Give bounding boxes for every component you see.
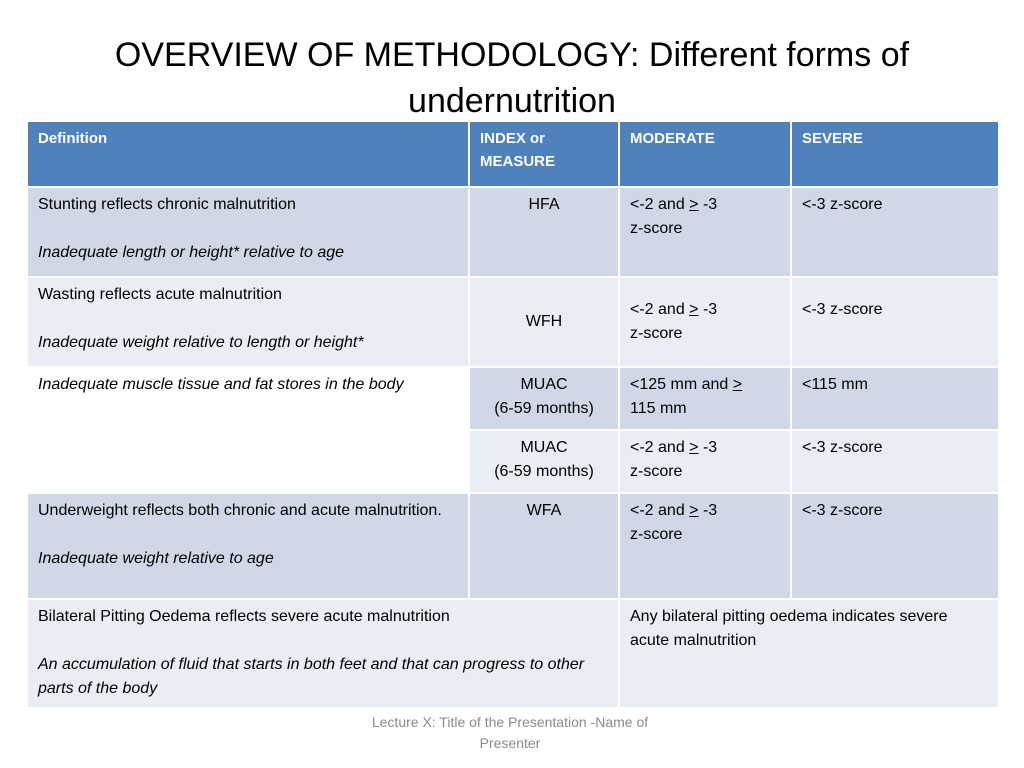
underweight-definition-cell: Underweight reflects both chronic and ac… [26, 492, 470, 600]
muac-definition-cell: Inadequate muscle tissue and fat stores … [26, 366, 470, 494]
muac-moderate-1: <125 mm and >115 mm [618, 366, 792, 431]
underweight-detail: Inadequate weight relative to age [38, 550, 274, 567]
undernutrition-table: Definition INDEX or MEASURE MODERATE SEV… [26, 120, 1000, 709]
oedema-classification: Any bilateral pitting oedema indicates s… [618, 598, 1000, 709]
table-row-stunting: Stunting reflects chronic malnutrition I… [26, 186, 1000, 278]
table-row-oedema: Bilateral Pitting Oedema reflects severe… [26, 598, 1000, 709]
table-row-muac-1: Inadequate muscle tissue and fat stores … [26, 366, 1000, 494]
underweight-severe: <-3 z-score [790, 492, 1000, 600]
oedema-definition-cell: Bilateral Pitting Oedema reflects severe… [26, 598, 620, 709]
stunting-moderate: <-2 and > -3 z-score [618, 186, 792, 278]
oedema-detail: An accumulation of fluid that starts in … [38, 656, 585, 697]
slide-title: OVERVIEW OF METHODOLOGY: Different forms… [114, 36, 910, 120]
wasting-severe: <-3 z-score [790, 276, 1000, 368]
stunting-index: HFA [468, 186, 620, 278]
wasting-moderate: <-2 and > -3 z-score [618, 276, 792, 368]
header-severe: SEVERE [790, 120, 1000, 188]
header-moderate: MODERATE [618, 120, 792, 188]
underweight-moderate: <-2 and > -3 z-score [618, 492, 792, 600]
muac-index-2: MUAC (6-59 months) [468, 429, 620, 494]
wasting-definition-cell: Wasting reflects acute malnutrition Inad… [26, 276, 470, 368]
wasting-index: WFH [468, 276, 620, 368]
muac-severe-2: <-3 z-score [790, 429, 1000, 494]
header-index: INDEX or MEASURE [468, 120, 620, 188]
wasting-detail: Inadequate weight relative to length or … [38, 334, 364, 351]
table-row-muac-2: MUAC (6-59 months) <-2 and > -3 z-score <-… [27, 429, 1000, 494]
wasting-definition: Wasting reflects acute malnutrition [38, 286, 282, 303]
oedema-definition: Bilateral Pitting Oedema reflects severe… [38, 608, 450, 625]
muac-severe-1: <115 mm [790, 366, 1000, 431]
muac-detail: Inadequate muscle tissue and fat stores … [38, 376, 404, 393]
table-row-underweight: Underweight reflects both chronic and ac… [26, 492, 1000, 600]
muac-index-1: MUAC (6-59 months) [468, 366, 620, 431]
stunting-definition-cell: Stunting reflects chronic malnutrition I… [26, 186, 470, 278]
underweight-definition: Underweight reflects both chronic and ac… [38, 502, 442, 519]
stunting-definition: Stunting reflects chronic malnutrition [38, 196, 296, 213]
table-row-wasting: Wasting reflects acute malnutrition Inad… [26, 276, 1000, 368]
slide-footer: Lecture X: Title of the Presentation -Na… [371, 714, 649, 751]
stunting-detail: Inadequate length or height* relative to… [38, 244, 345, 261]
table-header-row: Definition INDEX or MEASURE MODERATE SEV… [26, 120, 1000, 188]
underweight-index: WFA [468, 492, 620, 600]
muac-moderate-2: <-2 and > -3 z-score [618, 429, 792, 494]
stunting-severe: <-3 z-score [790, 186, 1000, 278]
header-definition: Definition [26, 120, 470, 188]
